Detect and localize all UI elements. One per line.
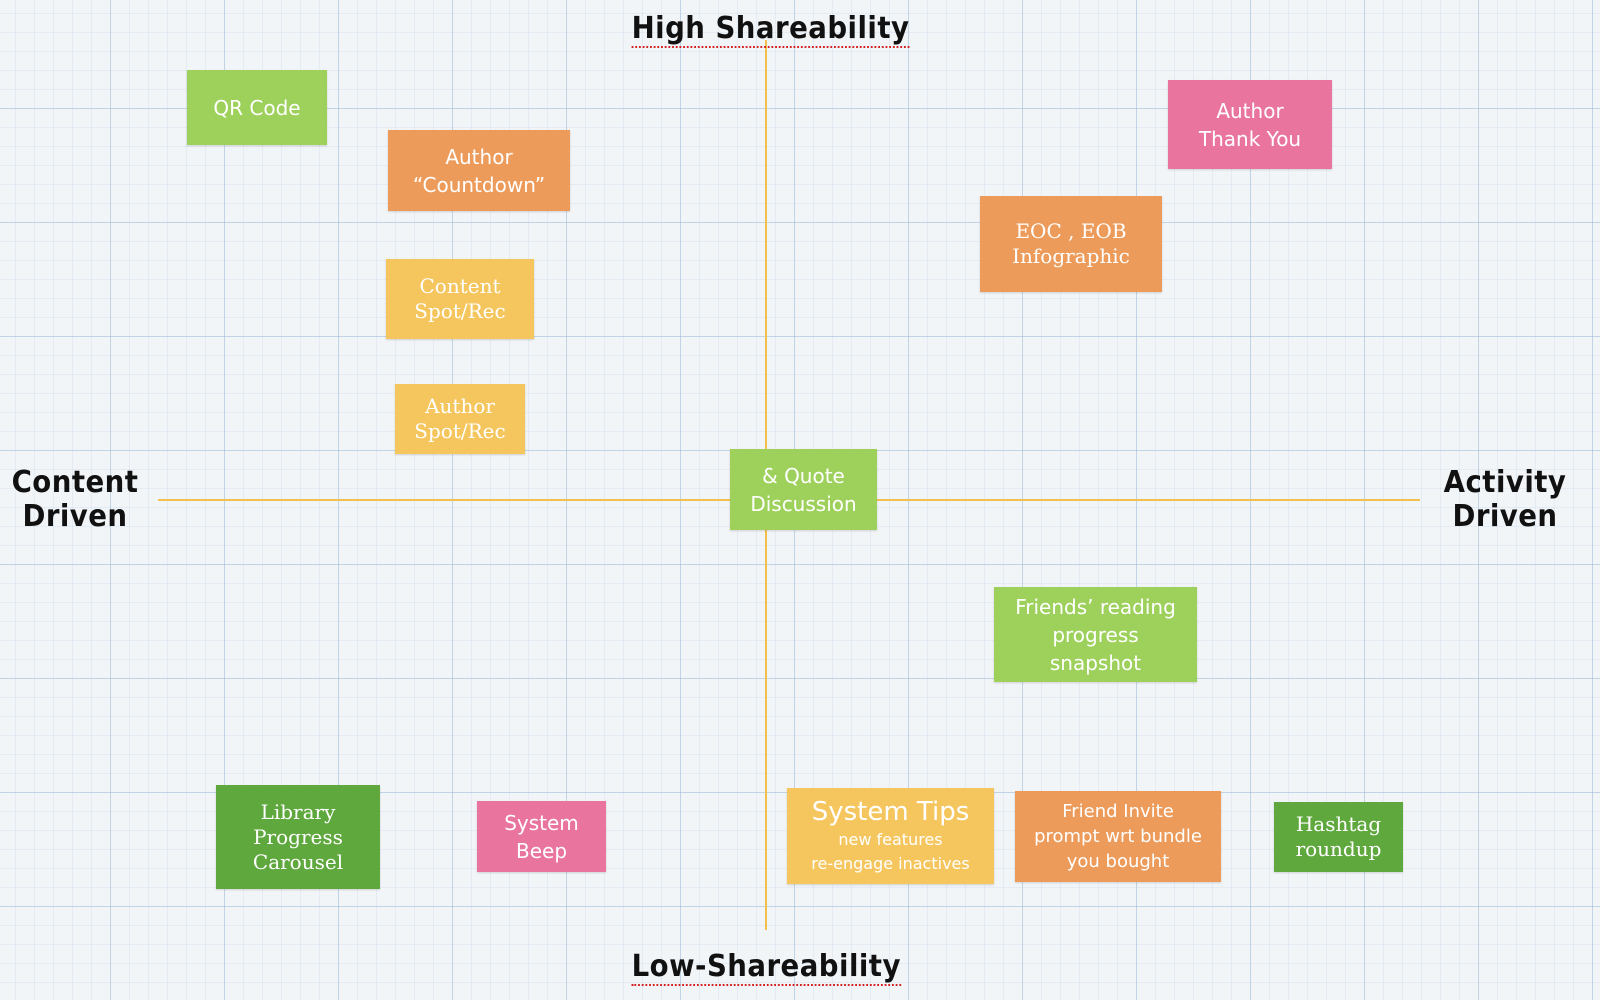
note-system-beep: System Beep <box>477 801 606 872</box>
note-author-spot-rec: Author Spot/Rec <box>395 384 525 454</box>
axis-label-high-shareability: High Shareability <box>631 11 910 48</box>
note-hashtag-roundup: Hashtag roundup <box>1274 802 1403 872</box>
note-qr-code: QR Code <box>187 70 327 145</box>
note-eoc-eob-infographic: EOC , EOB Infographic <box>980 196 1162 292</box>
axis-label-activity-driven: Activity Driven <box>1443 465 1567 534</box>
axis-label-content-driven: Content Driven <box>11 465 139 534</box>
note-author-countdown: Author “Countdown” <box>388 130 570 211</box>
note-author-thank-you: Author Thank You <box>1168 80 1332 169</box>
axis-label-low-shareability: Low-Shareability <box>631 949 901 986</box>
note-system-tips: System Tips new features re-engage inact… <box>787 788 994 884</box>
note-content-spot-rec: Content Spot/Rec <box>386 259 534 339</box>
note-library-progress-carousel: Library Progress Carousel <box>216 785 380 889</box>
note-quote-discussion: & Quote Discussion <box>730 449 877 530</box>
note-friend-invite: Friend Invite prompt wrt bundle you boug… <box>1015 791 1221 882</box>
note-friends-reading-progress: Friends’ reading progress snapshot <box>994 587 1197 682</box>
